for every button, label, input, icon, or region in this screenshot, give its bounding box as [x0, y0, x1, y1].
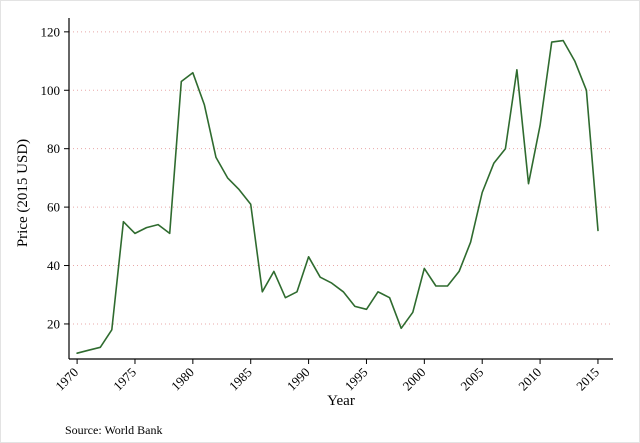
x-axis-title: Year — [327, 393, 355, 409]
x-tick-label: 1980 — [168, 365, 197, 394]
x-tick-label: 2015 — [573, 365, 602, 394]
price-chart: 20 40 60 80 100 120 1970 1975 1980 1985 1990 1995 20… — [15, 18, 613, 409]
gridlines — [69, 31, 613, 325]
x-tick-label: 1970 — [52, 365, 81, 394]
x-tick-label: 2005 — [457, 365, 486, 394]
y-axis-title: Price (2015 USD) — [15, 139, 31, 247]
x-tick-label: 1990 — [284, 365, 313, 394]
y-tick-label: 60 — [47, 200, 60, 215]
x-tick-label: 1995 — [342, 365, 371, 394]
series — [76, 39, 599, 355]
x-tick-label: 1975 — [110, 365, 139, 394]
x-tick-label: 2000 — [399, 365, 428, 394]
y-tick-label: 40 — [47, 258, 60, 273]
price-line — [76, 39, 599, 355]
x-tick-label: 1985 — [226, 365, 255, 394]
source-note: Source: World Bank — [65, 423, 163, 437]
x-tick-label: 2010 — [515, 365, 544, 394]
axes — [68, 18, 613, 360]
ticks — [64, 31, 599, 364]
y-tick-label: 120 — [41, 24, 61, 39]
y-tick-label: 80 — [47, 141, 60, 156]
y-tick-label: 100 — [41, 83, 61, 98]
y-tick-label: 20 — [47, 316, 60, 331]
